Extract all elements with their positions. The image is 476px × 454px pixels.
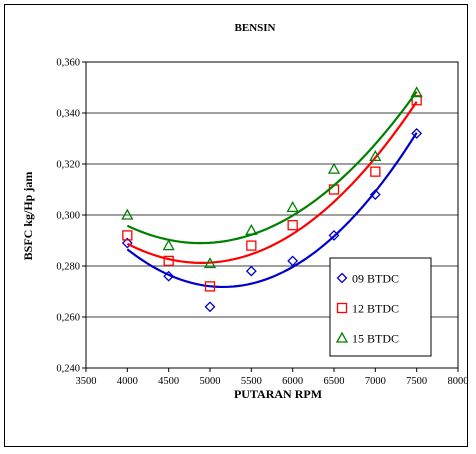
plot-border bbox=[85, 61, 459, 369]
y-axis-title: BSFC kg/Hp jam bbox=[21, 172, 35, 261]
x-tick-label: 8000 bbox=[448, 376, 469, 387]
data-point bbox=[204, 281, 216, 292]
x-tick-label: 7500 bbox=[406, 376, 427, 387]
trendline-15-btdc bbox=[126, 90, 418, 245]
y-tick-label: 0,320 bbox=[56, 160, 80, 171]
legend-marker bbox=[336, 272, 348, 284]
data-point bbox=[122, 230, 133, 241]
x-tick-label: 5500 bbox=[241, 376, 262, 387]
data-point bbox=[410, 86, 423, 98]
legend-label: 12 BTDC bbox=[352, 302, 399, 316]
trendline-12-btdc bbox=[126, 101, 418, 264]
legend-label: 15 BTDC bbox=[352, 332, 399, 346]
data-point bbox=[163, 255, 174, 267]
chart-frame bbox=[4, 4, 468, 447]
y-tick-label: 0,300 bbox=[56, 211, 80, 222]
x-tick-label: 3500 bbox=[76, 376, 97, 387]
data-point bbox=[163, 270, 175, 282]
data-point bbox=[411, 127, 423, 139]
x-axis-title: PUTARAN RPM bbox=[234, 387, 322, 401]
x-tick-label: 6000 bbox=[282, 376, 303, 387]
data-point bbox=[245, 223, 258, 235]
x-tick-label: 6500 bbox=[324, 376, 345, 387]
data-point bbox=[286, 201, 299, 213]
y-tick-label: 0,340 bbox=[56, 109, 80, 120]
data-point bbox=[369, 150, 382, 162]
data-point bbox=[203, 257, 217, 269]
trendline-09-btdc bbox=[126, 132, 418, 289]
data-point bbox=[246, 240, 257, 251]
data-point bbox=[162, 239, 175, 251]
y-tick-label: 0,260 bbox=[56, 313, 80, 324]
data-point bbox=[370, 166, 381, 177]
data-point bbox=[328, 229, 340, 241]
data-point bbox=[121, 208, 134, 220]
y-tick-label: 0,240 bbox=[56, 364, 80, 375]
data-point bbox=[369, 189, 381, 201]
x-tick-label: 7000 bbox=[365, 376, 386, 387]
x-tick-label: 5000 bbox=[200, 376, 221, 387]
data-point bbox=[287, 220, 298, 231]
y-tick-label: 0,360 bbox=[56, 58, 80, 69]
data-point bbox=[121, 237, 133, 249]
data-point bbox=[287, 255, 299, 267]
data-point bbox=[245, 265, 257, 277]
legend: 09 BTDC 12 BTDC 15 BTDC bbox=[329, 257, 432, 357]
legend-marker bbox=[335, 331, 349, 343]
legend-marker bbox=[336, 302, 348, 314]
y-tick-label: 0,280 bbox=[56, 262, 80, 273]
chart-title: BENSIN bbox=[235, 22, 276, 34]
legend-label: 09 BTDC bbox=[352, 272, 399, 286]
x-tick-label: 4000 bbox=[117, 376, 138, 387]
x-tick-label: 4500 bbox=[158, 376, 179, 387]
data-point bbox=[327, 162, 341, 174]
data-point bbox=[204, 301, 216, 313]
plot-area: 0,240 0,260 0,280 0,300 0,320 0,340 0,360 3500 4… bbox=[56, 58, 468, 388]
data-point bbox=[411, 95, 422, 106]
